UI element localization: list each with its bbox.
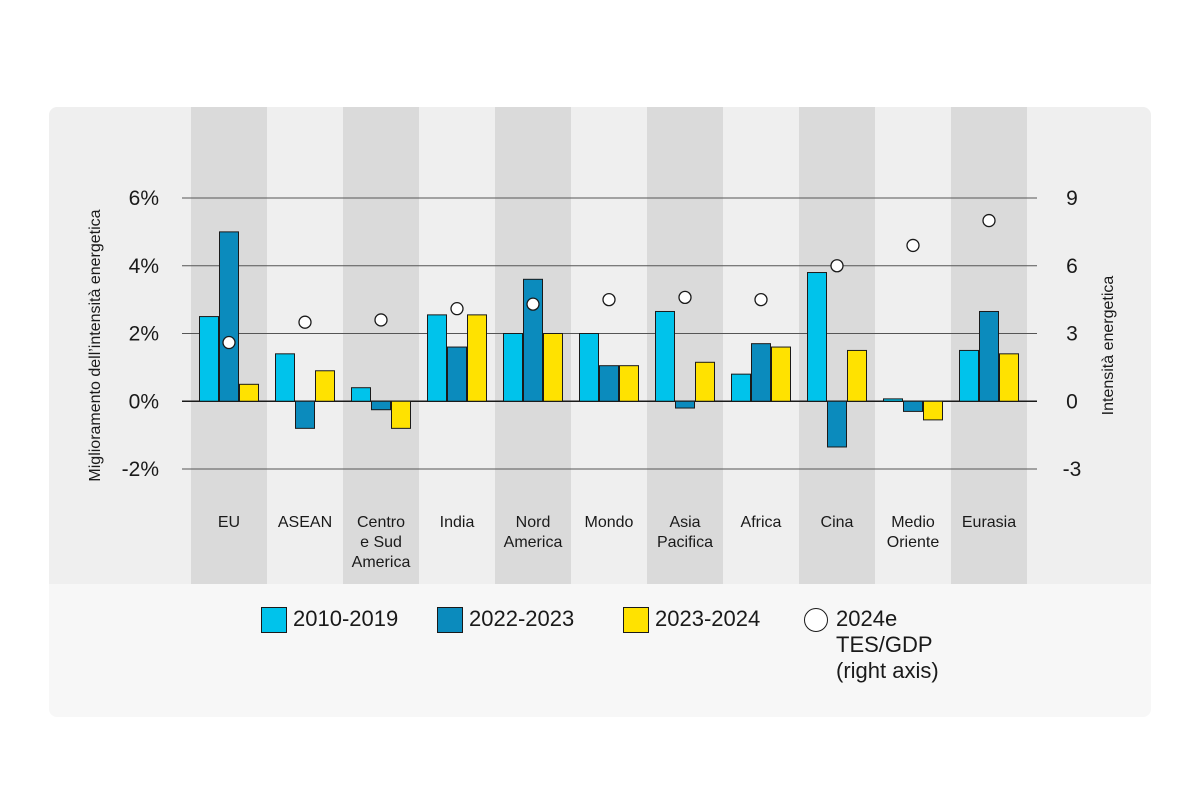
bar-2022-2023 (675, 400, 695, 409)
marker-tes-gdp (830, 259, 844, 273)
bar-2010-2019 (807, 272, 827, 402)
y-right-axis-title: Intensità energetica (1100, 276, 1117, 416)
marker-tes-gdp (982, 213, 996, 228)
category-label: India (440, 514, 475, 531)
y-tick-label: 0% (129, 390, 159, 413)
category-label: Mondo (585, 514, 634, 531)
category-label: EU (218, 514, 240, 531)
bar-2023-2024 (923, 400, 943, 421)
bar-2022-2023 (219, 231, 239, 402)
bar-2010-2019 (959, 349, 979, 402)
bar-2022-2023 (599, 365, 619, 402)
category-band (343, 107, 419, 584)
marker-tes-gdp (374, 313, 388, 327)
y-tick-label: 4% (129, 255, 159, 278)
legend-item-2022-2023: 2022-2023 (437, 606, 574, 633)
marker-tes-gdp (298, 315, 312, 329)
legend-marker-tes-gdp (804, 608, 828, 632)
y-tick-label: -2% (122, 458, 159, 481)
bar-2023-2024 (619, 365, 639, 402)
marker-tes-gdp (602, 292, 616, 307)
marker-tes-gdp (526, 297, 540, 311)
legend-swatch-2023-2024 (623, 607, 649, 633)
bar-2023-2024 (467, 314, 487, 402)
bar-2022-2023 (447, 346, 467, 402)
legend-panel: 2010-2019 2022-2023 2023-2024 2024e TES/… (49, 584, 1151, 717)
y-right-tick-label: 0 (1066, 390, 1078, 413)
bar-2010-2019 (579, 333, 599, 402)
y-right-tick-label: -3 (1063, 458, 1082, 481)
bar-2023-2024 (999, 353, 1019, 402)
marker-tes-gdp (450, 302, 464, 316)
bar-2022-2023 (827, 400, 847, 448)
category-label: Medio Oriente (887, 514, 940, 551)
bar-2023-2024 (543, 333, 563, 402)
category-label: Cina (821, 514, 854, 531)
marker-tes-gdp (906, 238, 920, 253)
bar-2010-2019 (731, 373, 751, 402)
legend-label-tes-gdp: 2024e TES/GDP (right axis) (836, 606, 939, 683)
category-label: Nord America (504, 514, 563, 551)
bar-2010-2019 (199, 316, 219, 402)
bar-2022-2023 (295, 400, 315, 429)
legend-label-2023-2024: 2023-2024 (655, 606, 761, 631)
bar-2023-2024 (391, 400, 411, 429)
bar-2023-2024 (771, 346, 791, 402)
chart-panel: 6% 9 4% 6 2% 3 0% 0 -2% -3 Miglioramento dell’inte… (49, 107, 1151, 584)
category-label: ASEAN (278, 514, 332, 531)
y-right-tick-label: 9 (1066, 187, 1078, 210)
marker-tes-gdp (222, 335, 236, 350)
bar-2023-2024 (315, 370, 335, 402)
bar-2022-2023 (903, 400, 923, 412)
legend-swatch-2022-2023 (437, 607, 463, 633)
bar-2022-2023 (751, 343, 771, 402)
marker-tes-gdp (754, 292, 768, 307)
y-right-tick-label: 3 (1066, 323, 1078, 346)
legend-item-2010-2019: 2010-2019 (261, 606, 398, 633)
legend-label-2010-2019: 2010-2019 (293, 606, 399, 631)
y-axis-title: Miglioramento dell’intensità energetica (87, 209, 104, 481)
legend-item-2023-2024: 2023-2024 (623, 606, 760, 633)
bar-2022-2023 (979, 310, 999, 402)
bar-2010-2019 (883, 398, 903, 402)
marker-tes-gdp (678, 290, 692, 305)
bar-2010-2019 (655, 310, 675, 402)
category-label: Eurasia (962, 514, 1016, 531)
bar-2010-2019 (503, 333, 523, 402)
bar-2022-2023 (371, 400, 391, 411)
bar-2022-2023 (523, 278, 543, 402)
bar-2010-2019 (351, 387, 371, 402)
category-label: Centro e Sud America (352, 514, 411, 571)
bar-2023-2024 (847, 349, 867, 402)
chart-svg: 6% 9 4% 6 2% 3 0% 0 -2% -3 Miglioramento dell’inte… (87, 107, 1117, 584)
bar-2023-2024 (695, 361, 715, 402)
legend-label-2022-2023: 2022-2023 (469, 606, 575, 631)
y-right-tick-label: 6 (1066, 255, 1078, 278)
y-tick-label: 6% (129, 187, 159, 210)
category-label: Asia Pacifica (657, 514, 713, 551)
category-label: Africa (741, 514, 782, 531)
bar-2023-2024 (239, 383, 259, 402)
bar-2010-2019 (427, 314, 447, 402)
bar-2010-2019 (275, 353, 295, 402)
y-tick-label: 2% (129, 323, 159, 346)
legend-swatch-2010-2019 (261, 607, 287, 633)
legend-item-tes-gdp: 2024e TES/GDP (right axis) (804, 606, 939, 684)
